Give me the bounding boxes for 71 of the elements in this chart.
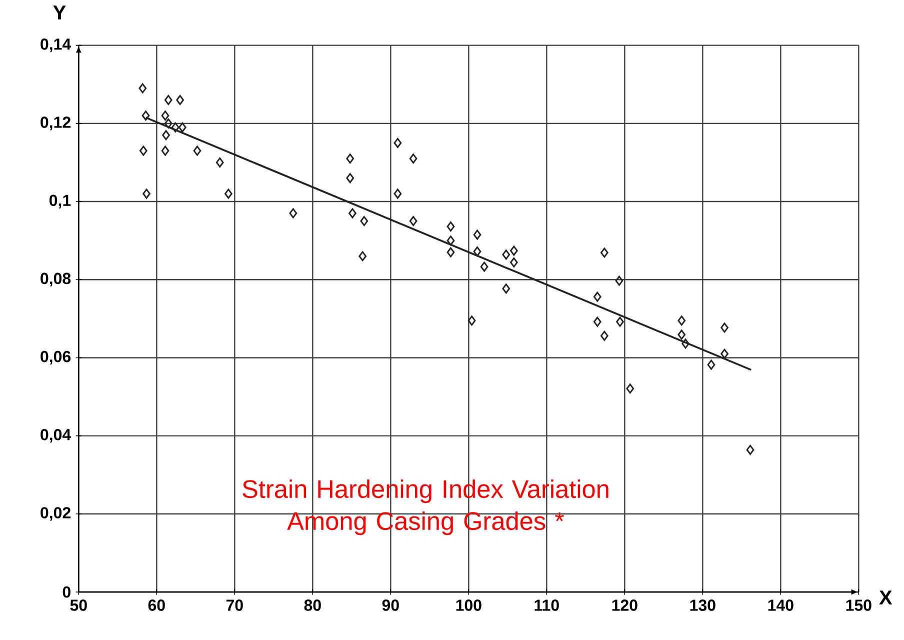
- point: [176, 94, 184, 105]
- y-axis-title: Y: [53, 6, 66, 20]
- point: [510, 246, 518, 256]
- point: [480, 262, 488, 272]
- x-tick-label: 120: [612, 600, 638, 611]
- point: [446, 222, 455, 232]
- point: [746, 444, 754, 455]
- point: [473, 246, 482, 257]
- point: [171, 122, 180, 132]
- point: [409, 154, 418, 164]
- point: [164, 118, 172, 128]
- y-tick-label: 0,14: [40, 38, 72, 52]
- point: [446, 236, 455, 246]
- x-axis-title: X: [879, 590, 892, 604]
- point: [600, 248, 608, 258]
- point: [678, 316, 686, 326]
- point: [289, 208, 298, 218]
- point: [193, 146, 202, 156]
- point: [348, 208, 356, 218]
- point: [138, 83, 147, 94]
- y-tick-label: 0,12: [40, 116, 70, 130]
- x-tick-label: 150: [846, 600, 872, 611]
- point: [678, 330, 686, 340]
- point: [616, 316, 624, 327]
- point: [162, 130, 170, 140]
- point: [161, 146, 170, 156]
- y-tick-label: 0,08: [40, 272, 71, 286]
- point: [682, 338, 690, 349]
- point: [502, 250, 510, 260]
- point: [446, 247, 455, 258]
- point: [502, 284, 510, 294]
- point: [626, 384, 634, 394]
- point: [346, 154, 354, 164]
- point: [720, 322, 728, 333]
- point: [360, 216, 368, 226]
- point: [139, 146, 148, 156]
- y-tick-label: 0,02: [40, 507, 70, 521]
- point: [161, 110, 170, 121]
- x-tick-label: 110: [534, 600, 559, 611]
- x-tick-label: 80: [304, 600, 321, 611]
- x-tick-label: 130: [690, 600, 716, 611]
- point: [394, 138, 402, 148]
- x-tick-label: 140: [768, 600, 794, 611]
- point: [600, 330, 608, 341]
- point: [468, 316, 476, 326]
- point: [224, 188, 232, 199]
- point: [142, 188, 150, 199]
- point: [707, 360, 716, 370]
- x-tick-label: 50: [70, 600, 87, 611]
- x-tick-label: 60: [148, 600, 165, 611]
- point: [178, 122, 186, 132]
- y-tick-label: 0,04: [40, 428, 72, 443]
- y-tick-label: 0,06: [40, 350, 71, 365]
- point: [394, 188, 402, 199]
- point: [346, 173, 354, 184]
- point: [593, 292, 602, 302]
- y-tick-label: 0: [62, 586, 70, 598]
- point: [164, 94, 172, 105]
- point: [409, 216, 418, 226]
- x-tick-label: 90: [382, 600, 399, 611]
- point: [142, 110, 150, 121]
- point: [216, 157, 224, 168]
- point: [720, 348, 728, 359]
- point: [615, 276, 624, 286]
- point: [358, 251, 367, 262]
- point: [593, 316, 602, 327]
- x-tick-label: 70: [226, 600, 243, 611]
- point: [510, 257, 518, 268]
- point: [473, 230, 482, 240]
- y-tick-label: 0,1: [49, 194, 71, 208]
- x-tick-label: 100: [456, 600, 482, 611]
